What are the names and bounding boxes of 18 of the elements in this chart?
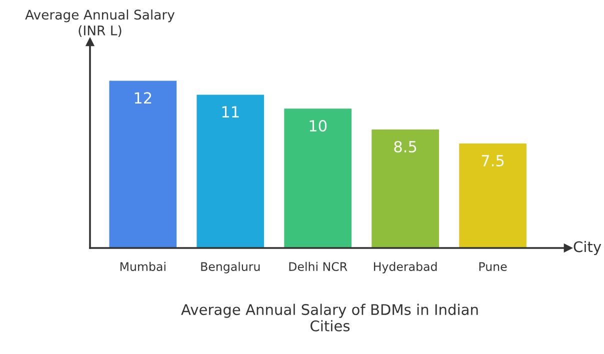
data-label: 8.5 bbox=[394, 140, 416, 152]
x-tick-label: Hyderabad bbox=[374, 262, 437, 274]
text: Average Annual Salary of BDMs in Indian Cities bbox=[181, 304, 478, 332]
data-label: 7.5 bbox=[482, 155, 504, 166]
x-tick-label: Mumbai bbox=[120, 262, 166, 272]
y-axis-title: Average Annual Salary (INR L) bbox=[25, 9, 175, 37]
x-axis-title: City bbox=[574, 240, 602, 256]
bar bbox=[109, 80, 177, 248]
x-tick-label: Delhi NCR bbox=[289, 262, 348, 272]
bar bbox=[459, 143, 526, 248]
bar bbox=[372, 130, 439, 248]
data-label: 12 bbox=[134, 92, 152, 104]
bar bbox=[284, 108, 352, 248]
data-label: 10 bbox=[310, 120, 327, 132]
x-tick-label: Pune bbox=[479, 262, 507, 272]
data-label: 11 bbox=[222, 106, 239, 118]
bar bbox=[196, 94, 264, 248]
x-tick-label: Bengaluru bbox=[201, 262, 260, 274]
